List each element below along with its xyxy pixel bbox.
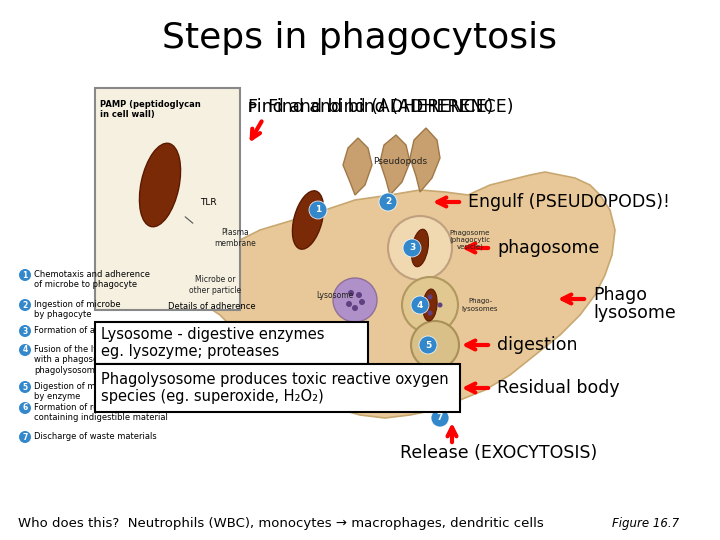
Circle shape [427,381,445,399]
Text: 3: 3 [22,327,27,335]
Text: 7: 7 [22,433,27,442]
Text: Residual body: Residual body [497,379,620,397]
Text: Ingestion of microbe
by phagocyte: Ingestion of microbe by phagocyte [34,300,121,319]
Text: Who does this?  Neutrophils (WBC), monocytes → macrophages, dendritic cells: Who does this? Neutrophils (WBC), monocy… [18,517,544,530]
Ellipse shape [140,143,181,227]
Text: 2: 2 [385,198,391,206]
Text: Formation of a phagosome: Formation of a phagosome [34,326,147,335]
Text: phagosome: phagosome [497,239,599,257]
Text: Phago-
lysosomes: Phago- lysosomes [462,299,498,312]
Circle shape [352,305,358,311]
Ellipse shape [423,289,437,321]
Ellipse shape [411,230,428,267]
Circle shape [348,290,354,296]
Text: Phago: Phago [593,286,647,304]
Bar [95,88,240,310]
Circle shape [428,294,433,300]
Circle shape [19,381,31,393]
Text: ᴘ  Find and bind (ADHERENCE): ᴘ Find and bind (ADHERENCE) [248,98,513,116]
Text: Fusion of the lysosome
with a phagosome:
phagolysosome: Fusion of the lysosome with a phagosome:… [34,345,130,375]
Circle shape [19,299,31,311]
Circle shape [19,344,31,356]
Text: Chemotaxis and adherence
of microbe to phagocyte: Chemotaxis and adherence of microbe to p… [34,270,150,289]
Text: Microbe or
other particle: Microbe or other particle [189,275,241,295]
Text: 7: 7 [437,414,444,422]
Text: Digestion of microbe
by enzyme: Digestion of microbe by enzyme [34,382,122,401]
Circle shape [419,336,437,354]
Text: 1: 1 [22,271,27,280]
FancyBboxPatch shape [95,364,460,412]
Text: Discharge of waste materials: Discharge of waste materials [34,432,157,441]
Text: Lysosome - digestive enzymes
eg. lysozyme; proteases: Lysosome - digestive enzymes eg. lysozym… [101,327,325,359]
Text: 3: 3 [409,244,415,253]
Circle shape [438,302,443,307]
Circle shape [418,302,423,307]
Text: Phagosome
(phagocytic
vesicle): Phagosome (phagocytic vesicle) [449,230,490,251]
Circle shape [411,321,459,369]
Text: digestion: digestion [497,336,577,354]
FancyBboxPatch shape [95,322,368,364]
Text: Find and bind (ADHERENCE): Find and bind (ADHERENCE) [248,98,493,116]
Ellipse shape [292,191,323,249]
Circle shape [19,431,31,443]
Text: lysosome: lysosome [593,304,676,322]
Circle shape [388,216,452,280]
Text: Release (EXOCYTOSIS): Release (EXOCYTOSIS) [400,444,598,462]
Circle shape [333,278,377,322]
Text: Engulf (PSEUDOPODS)!: Engulf (PSEUDOPODS)! [468,193,670,211]
Text: Plasma
membrane: Plasma membrane [214,228,256,248]
Circle shape [19,269,31,281]
Text: Formation of residual body
containing indigestible material: Formation of residual body containing in… [34,403,168,422]
Text: 4: 4 [22,346,27,354]
Text: 6: 6 [433,386,439,395]
Polygon shape [380,135,410,195]
Text: TLR: TLR [200,198,217,207]
Text: Plasma
membrane: Plasma membrane [194,355,236,375]
Text: 1: 1 [315,206,321,214]
Circle shape [403,239,421,257]
Text: Details of adherence: Details of adherence [168,302,256,311]
Text: Phagolysosome produces toxic reactive oxygen
species (eg. superoxide, H₂O₂): Phagolysosome produces toxic reactive ox… [101,372,449,404]
Text: 2: 2 [22,300,27,309]
Text: Pseudopods: Pseudopods [373,158,427,166]
Text: 5: 5 [22,382,27,392]
Circle shape [411,296,429,314]
Circle shape [19,325,31,337]
Polygon shape [175,172,615,418]
Polygon shape [343,138,372,195]
Text: 6: 6 [22,403,27,413]
Text: Digestive
enzymes: Digestive enzymes [333,334,366,347]
Polygon shape [410,128,440,192]
Text: Figure 16.7: Figure 16.7 [612,517,679,530]
Text: Cytoplasm: Cytoplasm [194,321,235,329]
Text: 5: 5 [425,341,431,349]
Text: 4: 4 [417,300,423,309]
Circle shape [346,301,352,307]
Text: Lysosome: Lysosome [316,291,354,300]
Text: Steps in phagocytosis: Steps in phagocytosis [163,21,557,55]
Circle shape [420,370,460,410]
Circle shape [431,409,449,427]
Text: PAMP (peptidoglycan
in cell wall): PAMP (peptidoglycan in cell wall) [100,100,201,119]
Circle shape [356,292,362,298]
Circle shape [309,201,327,219]
Circle shape [19,402,31,414]
Circle shape [359,299,365,305]
Circle shape [428,310,433,315]
Circle shape [402,277,458,333]
Circle shape [379,193,397,211]
